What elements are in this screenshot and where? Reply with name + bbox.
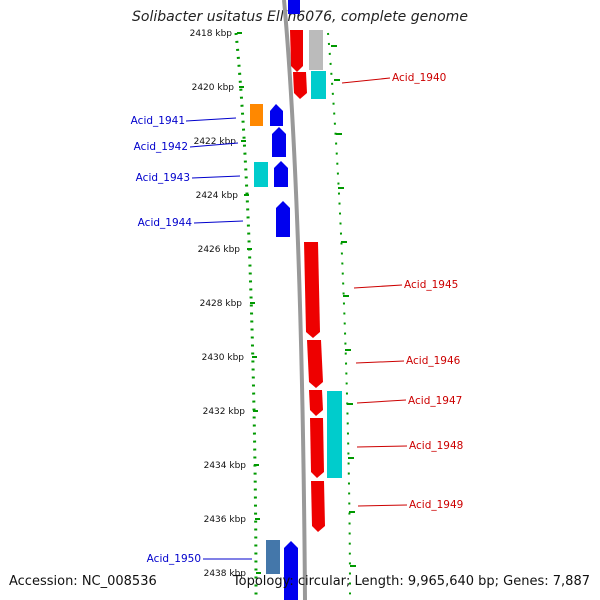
label-acid-1947[interactable]: Acid_1947 [408,395,462,407]
gene-acid-1948[interactable] [310,418,324,478]
gene-cyan-1947-1948[interactable] [327,391,342,478]
label-acid-1948[interactable]: Acid_1948 [409,440,463,452]
outer-ruler-arc [327,32,351,596]
label-acid-1945[interactable]: Acid_1945 [404,279,458,291]
gene-acid-1943[interactable] [274,161,288,187]
kbp-label: 2422 kbp [194,137,237,147]
left-gene-labels: Acid_1941 Acid_1942 Acid_1943 Acid_1944 … [131,115,252,565]
label-acid-1941[interactable]: Acid_1941 [131,115,185,127]
forward-strand-genes[interactable] [290,30,325,532]
kbp-label: 2436 kbp [204,515,247,525]
kbp-label: 2430 kbp [202,353,245,363]
inner-ruler-arc [234,32,258,596]
accession-text: Accession: NC_008536 [9,574,157,589]
kbp-label: 2434 kbp [204,461,247,471]
gene-acid-1944[interactable] [276,201,290,237]
gene-acid-1942[interactable] [272,127,286,157]
gene-acid-1946[interactable] [307,340,323,388]
kbp-label: 2438 kbp [204,569,247,579]
topology-stats: Topology: circular; Length: 9,965,640 bp… [232,574,590,589]
kbp-label: 2418 kbp [190,29,233,39]
ruler-ticks: 2418 kbp 2420 kbp 2422 kbp 2424 kbp 2426… [190,29,356,579]
label-acid-1944[interactable]: Acid_1944 [138,217,193,229]
gene-acid-1940a[interactable] [290,30,303,72]
kbp-label: 2432 kbp [203,407,246,417]
feature-genes[interactable] [250,30,342,574]
label-acid-1946[interactable]: Acid_1946 [406,355,461,367]
gene-acid-1945[interactable] [304,242,320,338]
label-acid-1940[interactable]: Acid_1940 [392,72,446,84]
gene-acid-1940b[interactable] [293,72,307,99]
kbp-label: 2424 kbp [196,191,239,201]
gene-acid-1950[interactable] [284,541,298,600]
gene-gray-1940-region[interactable] [309,30,323,70]
map-title: Solibacter usitatus Ellin6076, complete … [132,9,468,25]
gene-acid-1941[interactable] [270,104,283,126]
label-acid-1943[interactable]: Acid_1943 [136,172,190,184]
kbp-label: 2420 kbp [192,83,235,93]
label-acid-1950[interactable]: Acid_1950 [147,553,201,565]
gene-acid-1947[interactable] [309,390,323,416]
gene-acid-1941-orange[interactable] [250,104,263,126]
gene-acid-1943-cyan[interactable] [254,162,268,187]
gene-cyan-1940[interactable] [311,71,326,99]
reverse-strand-genes[interactable] [270,0,300,600]
gene-top-blue[interactable] [288,0,300,14]
kbp-label: 2428 kbp [200,299,243,309]
label-acid-1949[interactable]: Acid_1949 [409,499,463,511]
genome-backbone [282,0,307,600]
right-gene-labels: Acid_1940 Acid_1945 Acid_1946 Acid_1947 … [341,72,463,511]
label-acid-1942[interactable]: Acid_1942 [134,141,188,153]
gene-acid-1950-steelblue[interactable] [266,540,280,574]
kbp-label: 2426 kbp [198,245,241,255]
gene-acid-1949[interactable] [311,481,325,532]
